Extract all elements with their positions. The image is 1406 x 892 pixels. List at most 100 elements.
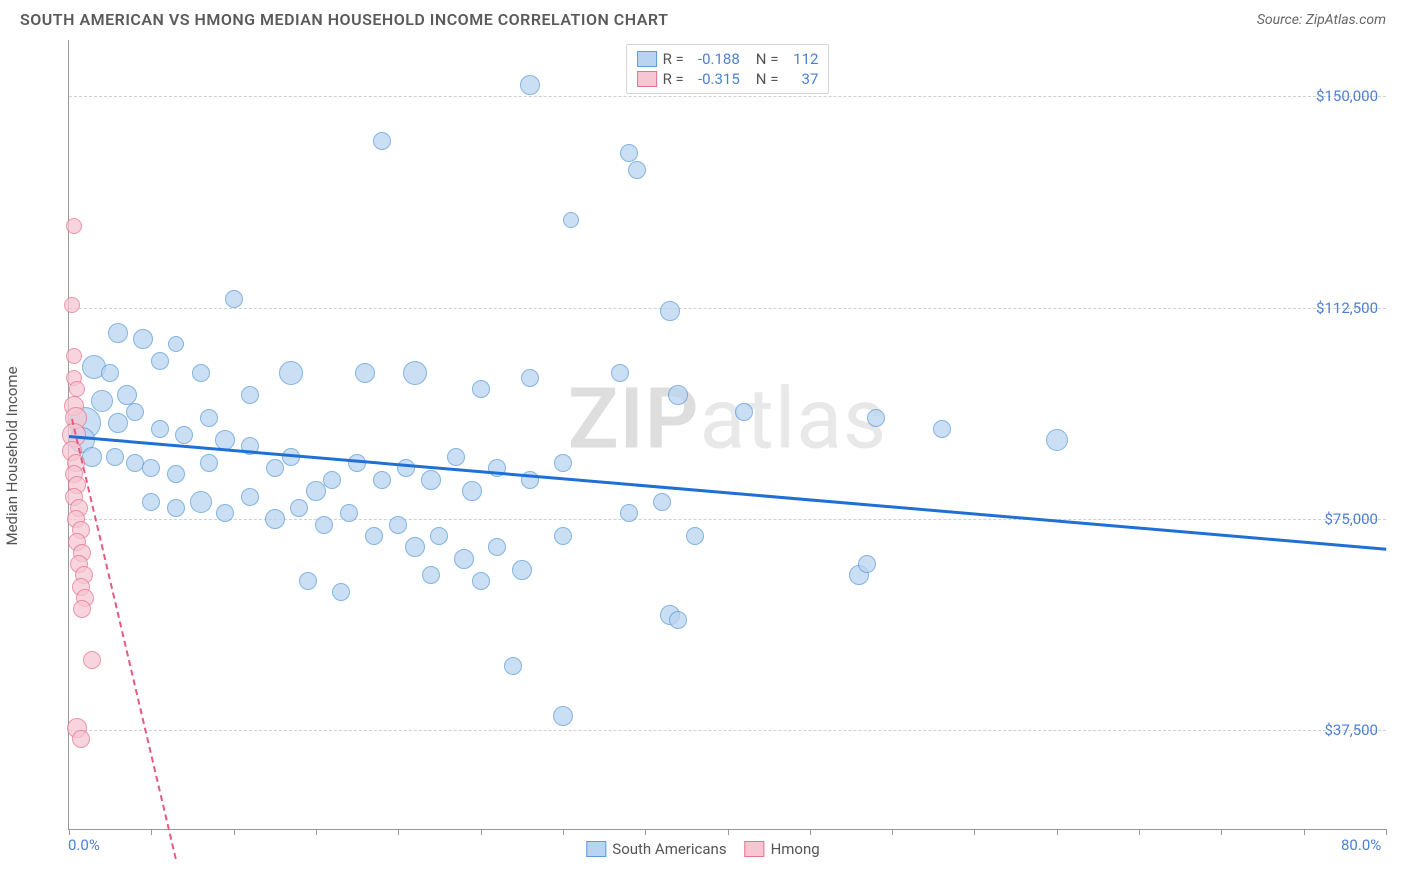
scatter-point <box>66 218 82 234</box>
scatter-point <box>340 504 358 522</box>
x-tick <box>151 829 152 835</box>
stat-r-value: -0.315 <box>690 70 740 88</box>
scatter-point <box>66 348 82 364</box>
scatter-point <box>126 454 144 472</box>
stat-n-label: N = <box>756 50 779 68</box>
scatter-point <box>611 364 629 382</box>
scatter-point <box>265 509 285 529</box>
x-tick <box>563 829 564 835</box>
scatter-point <box>660 301 680 321</box>
scatter-point <box>403 361 427 385</box>
x-tick <box>481 829 482 835</box>
scatter-point <box>447 448 465 466</box>
legend-swatch <box>745 841 765 857</box>
scatter-point <box>521 369 539 387</box>
scatter-point <box>69 381 85 397</box>
scatter-point <box>167 499 185 517</box>
scatter-point <box>108 413 128 433</box>
scatter-point <box>520 75 540 95</box>
scatter-point <box>472 380 490 398</box>
stat-r-value: -0.188 <box>690 50 740 68</box>
scatter-point <box>151 420 169 438</box>
scatter-point <box>142 459 160 477</box>
scatter-point <box>421 470 441 490</box>
scatter-point <box>83 651 101 669</box>
scatter-point <box>512 560 532 580</box>
x-tick <box>69 829 70 835</box>
y-tick-label: $37,500 <box>1324 721 1378 739</box>
x-tick <box>1304 829 1305 835</box>
x-tick <box>234 829 235 835</box>
scatter-point <box>653 493 671 511</box>
x-tick <box>645 829 646 835</box>
scatter-point <box>858 555 876 573</box>
scatter-point <box>405 537 425 557</box>
scatter-point <box>1046 429 1068 451</box>
scatter-point <box>933 420 951 438</box>
scatter-point <box>686 527 704 545</box>
x-tick <box>1057 829 1058 835</box>
stats-legend: R =-0.188N =112R =-0.315N =37 <box>626 44 830 94</box>
scatter-point <box>735 403 753 421</box>
x-tick <box>1386 829 1387 835</box>
scatter-point <box>389 516 407 534</box>
scatter-point <box>133 329 153 349</box>
x-tick <box>316 829 317 835</box>
x-tick <box>974 829 975 835</box>
scatter-point <box>142 493 160 511</box>
scatter-point <box>373 471 391 489</box>
scatter-point <box>290 499 308 517</box>
scatter-point <box>355 363 375 383</box>
legend-swatch <box>637 51 657 67</box>
scatter-point <box>299 572 317 590</box>
scatter-point <box>190 491 212 513</box>
gridline-h <box>69 730 1386 731</box>
scatter-point <box>563 212 579 228</box>
x-tick-label: 0.0% <box>68 836 100 854</box>
chart-title: SOUTH AMERICAN VS HMONG MEDIAN HOUSEHOLD… <box>20 10 668 29</box>
legend-swatch <box>637 71 657 87</box>
scatter-point <box>91 390 113 412</box>
legend-swatch <box>586 841 606 857</box>
stat-r-label: R = <box>663 50 684 68</box>
scatter-point <box>504 657 522 675</box>
scatter-point <box>553 706 573 726</box>
y-tick-label: $112,500 <box>1316 299 1378 317</box>
scatter-point <box>108 323 128 343</box>
scatter-point <box>332 583 350 601</box>
scatter-point <box>462 481 482 501</box>
scatter-point <box>454 549 474 569</box>
gridline-h <box>69 308 1386 309</box>
scatter-point <box>628 161 646 179</box>
scatter-point <box>315 516 333 534</box>
watermark: ZIPatlas <box>568 369 888 468</box>
stat-r-label: R = <box>663 70 684 88</box>
x-tick <box>892 829 893 835</box>
y-axis-label: Median Household Income <box>3 366 21 545</box>
x-tick <box>1221 829 1222 835</box>
x-tick-label: 80.0% <box>1341 836 1381 854</box>
scatter-point <box>430 527 448 545</box>
scatter-point <box>151 352 169 370</box>
scatter-point <box>64 297 80 313</box>
x-tick <box>810 829 811 835</box>
scatter-point <box>82 447 102 467</box>
scatter-point <box>422 566 440 584</box>
stats-legend-row: R = -0.315 N = 37 <box>637 69 819 89</box>
stat-n-value: 37 <box>784 70 818 88</box>
scatter-point <box>175 426 193 444</box>
plot-region: ZIPatlas R =-0.188N =112R =-0.315N =37 $… <box>68 40 1386 830</box>
scatter-point <box>241 386 259 404</box>
scatter-point <box>323 471 341 489</box>
scatter-point <box>225 290 243 308</box>
chart-area: Median Household Income ZIPatlas R =-0.1… <box>20 40 1386 872</box>
scatter-point <box>167 465 185 483</box>
scatter-point <box>126 403 144 421</box>
scatter-point <box>106 448 124 466</box>
stat-n-label: N = <box>756 70 779 88</box>
x-tick <box>728 829 729 835</box>
scatter-point <box>365 527 383 545</box>
legend-label: Hmong <box>771 840 820 858</box>
scatter-point <box>241 488 259 506</box>
scatter-point <box>867 409 885 427</box>
